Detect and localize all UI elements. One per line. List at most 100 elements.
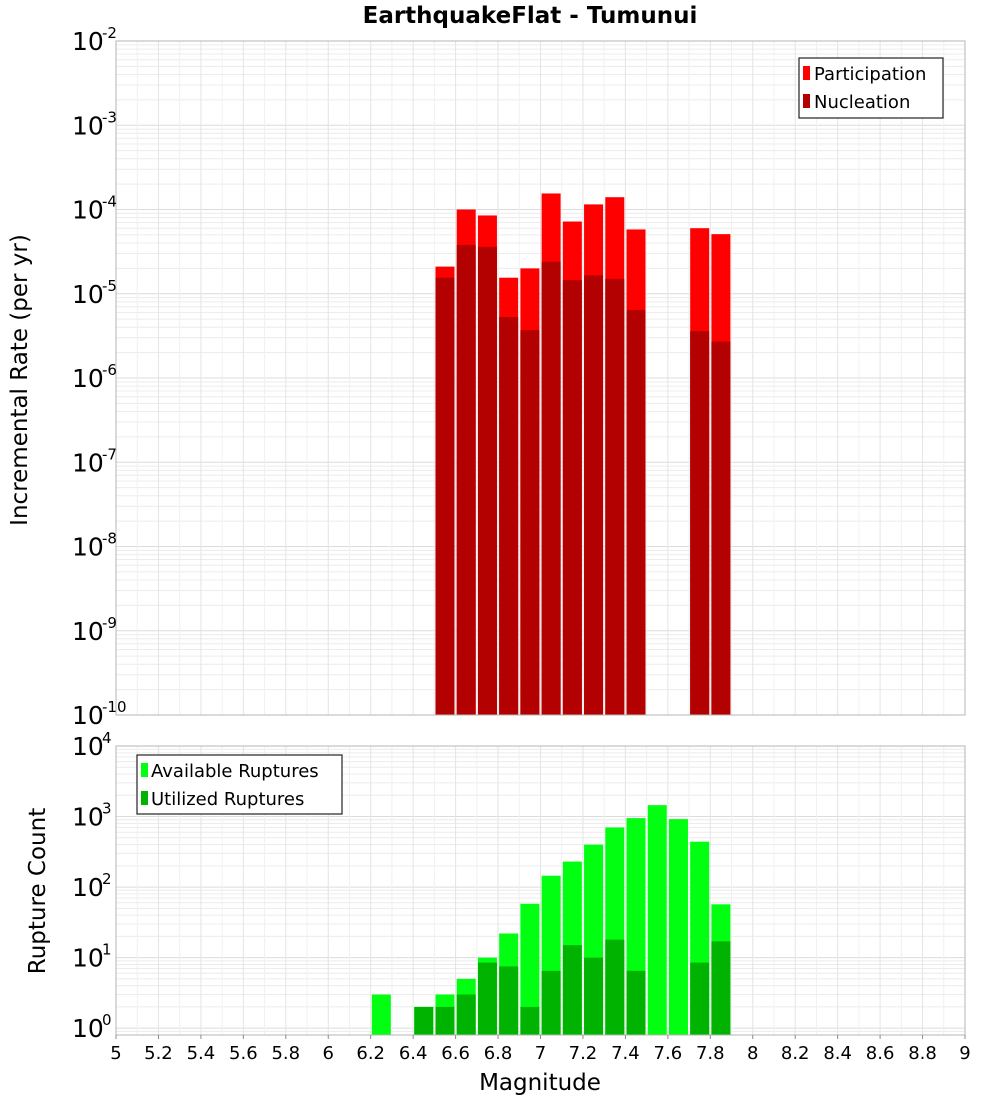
bottom-y-tick-base: 10 [72, 732, 104, 761]
bottom-bars [371, 805, 731, 1035]
bottom-y-tick-base: 10 [72, 944, 104, 973]
bar-available-ruptures [520, 903, 540, 1035]
legend-swatch-participation [803, 66, 810, 80]
bar-utilized-ruptures [520, 1006, 540, 1035]
bar-utilized-ruptures [562, 945, 582, 1035]
bar-nucleation [541, 261, 561, 715]
legend-label-nucleation: Nucleation [814, 92, 910, 113]
top-y-tick-exponent: -8 [102, 530, 117, 548]
bar-utilized-ruptures [477, 962, 497, 1035]
bar-nucleation [690, 331, 710, 715]
x-tick-label: 7.6 [654, 1043, 683, 1064]
bottom-y-tick-exponent: 0 [102, 1011, 112, 1029]
x-tick-label: 5.8 [271, 1043, 300, 1064]
top-y-tick-base: 10 [72, 364, 104, 393]
top-y-tick-base: 10 [72, 111, 104, 140]
bar-utilized-ruptures [605, 939, 625, 1035]
bar-utilized-ruptures [626, 970, 646, 1035]
x-tick-label: 7.8 [696, 1043, 725, 1064]
bottom-y-tick-base: 10 [72, 803, 104, 832]
top-y-tick-exponent: -5 [102, 277, 117, 295]
top-y-tick-base: 10 [72, 280, 104, 309]
x-tick-label: 5.6 [229, 1043, 258, 1064]
top-y-tick-base: 10 [72, 448, 104, 477]
bar-utilized-ruptures [690, 962, 710, 1035]
x-tick-label: 6.6 [441, 1043, 470, 1064]
bar-utilized-ruptures [414, 1006, 434, 1035]
bar-utilized-ruptures [456, 994, 476, 1035]
legend-swatch-utilized [141, 791, 148, 805]
bottom-y-tick-base: 10 [72, 1014, 104, 1043]
bottom-y-tick-exponent: 3 [102, 800, 112, 818]
x-tick-label: 8.4 [823, 1043, 852, 1064]
bar-available-ruptures [668, 819, 688, 1035]
x-tick-label: 6 [323, 1043, 334, 1064]
bar-nucleation [435, 277, 455, 715]
bottom-y-tick-base: 10 [72, 873, 104, 902]
x-axis-label: Magnitude [479, 1070, 601, 1096]
bar-utilized-ruptures [711, 941, 731, 1035]
top-y-tick-exponent: -2 [102, 24, 117, 42]
top-y-tick-exponent: -4 [102, 193, 117, 211]
top-y-tick-exponent: -9 [102, 614, 117, 632]
legend-label-participation: Participation [814, 64, 926, 85]
bar-nucleation [499, 316, 519, 715]
bar-nucleation [477, 246, 497, 715]
bottom-y-tick-exponent: 4 [102, 729, 112, 747]
bar-available-ruptures [647, 805, 667, 1035]
x-tick-label: 6.8 [484, 1043, 513, 1064]
top-y-tick-base: 10 [72, 701, 104, 730]
bar-utilized-ruptures [435, 1006, 455, 1035]
bar-nucleation [520, 330, 540, 715]
bar-nucleation [711, 341, 731, 715]
x-tick-label: 7 [535, 1043, 546, 1064]
x-tick-label: 5.4 [187, 1043, 216, 1064]
x-tick-label: 5.2 [144, 1043, 173, 1064]
bar-nucleation [456, 244, 476, 715]
top-y-tick-base: 10 [72, 533, 104, 562]
x-tick-label: 8 [747, 1043, 758, 1064]
bar-utilized-ruptures [541, 970, 561, 1035]
bottom-y-axis-label: Rupture Count [25, 808, 51, 974]
x-tick-label: 8.2 [781, 1043, 810, 1064]
legend-swatch-available [141, 763, 148, 777]
x-tick-label: 6.4 [399, 1043, 428, 1064]
top-y-tick-exponent: -10 [102, 698, 127, 716]
bottom-x-ticks: 5 5.2 5.4 5.6 5.8 6 6.2 6.4 6.6 6.8 7 7.2 7.4 7.6 7.8 8… [110, 1035, 971, 1064]
top-y-tick-base: 10 [72, 196, 104, 225]
bar-utilized-ruptures [499, 966, 519, 1035]
top-y-tick-base: 10 [72, 617, 104, 646]
x-tick-label: 5 [110, 1043, 121, 1064]
x-tick-label: 6.2 [356, 1043, 385, 1064]
bottom-y-tick-exponent: 1 [102, 941, 112, 959]
top-bars [435, 193, 731, 716]
legend-label-available: Available Ruptures [151, 761, 319, 782]
x-tick-label: 8.8 [908, 1043, 937, 1064]
top-y-axis-label: Incremental Rate (per yr) [7, 234, 33, 526]
top-y-tick-exponent: -7 [102, 445, 117, 463]
top-grid [115, 40, 966, 716]
legend-swatch-nucleation [803, 94, 810, 108]
top-legend: Participation Nucleation [798, 57, 944, 119]
bar-nucleation [562, 280, 582, 715]
x-tick-label: 9 [959, 1043, 970, 1064]
bar-available-ruptures [371, 994, 391, 1035]
x-tick-label: 7.2 [569, 1043, 598, 1064]
bar-nucleation [584, 275, 604, 715]
bottom-y-tick-exponent: 2 [102, 870, 112, 888]
bar-nucleation [626, 310, 646, 715]
x-tick-label: 8.6 [866, 1043, 895, 1064]
bottom-legend: Available Ruptures Utilized Ruptures [136, 754, 343, 815]
chart-title: EarthquakeFlat - Tumunui [363, 3, 698, 29]
bar-utilized-ruptures [584, 957, 604, 1035]
legend-label-utilized: Utilized Ruptures [151, 789, 304, 810]
top-y-tick-exponent: -6 [102, 361, 117, 379]
top-y-tick-base: 10 [72, 27, 104, 56]
bar-nucleation [605, 278, 625, 715]
x-tick-label: 7.4 [611, 1043, 640, 1064]
